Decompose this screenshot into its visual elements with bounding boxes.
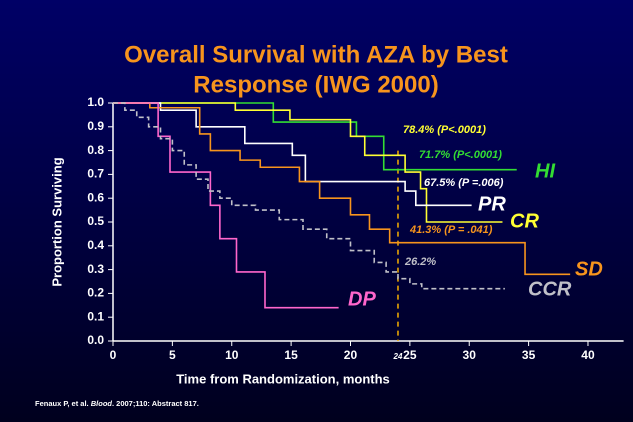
chart-title: Response (IWG 2000) [193,71,438,98]
x-tick-label: 30 [463,348,477,362]
x-tick-label: 20 [344,348,358,362]
survival-curve [113,102,503,223]
survival-curve [113,102,472,207]
curve-label: SD [575,258,603,280]
curve-label: PR [478,193,506,215]
footnote-part: Fenaux P, et al. [35,399,91,408]
curve-label: HI [535,160,555,182]
curve-label: DP [348,288,376,310]
curve-label: CCR [528,278,572,300]
y-tick-label: 0.4 [87,238,104,252]
annotation: 41.3% (P = .041) [409,224,493,236]
x-tick-label: 5 [169,348,176,362]
x-tick-label: 10 [225,348,239,362]
survival-curve [113,102,517,171]
y-tick-label: 0.1 [87,309,104,323]
x-tick-label: 25 [403,348,417,362]
y-tick-label: 0.7 [87,167,104,181]
annotation: 26.2% [404,256,436,268]
y-tick-label: 1.0 [87,95,104,109]
x-tick-label: 35 [522,348,536,362]
y-tick-label: 0.9 [87,119,104,133]
footnote-part: . 2007;110: Abstract 817. [112,399,199,408]
footnote: Fenaux P, et al. Blood. 2007;110: Abstra… [35,399,199,408]
x-axis-label: Time from Randomization, months [176,371,390,386]
survival-curve [113,102,571,276]
chart-title: Overall Survival with AZA by Best [124,41,508,68]
y-tick-label: 0.2 [87,286,104,300]
y-tick-label: 0.8 [87,143,104,157]
x-tick-label: 40 [581,348,595,362]
y-tick-label: 0.6 [87,190,104,204]
annotation: 78.4% (P<.0001) [403,124,486,136]
y-tick-label: 0.0 [87,333,104,347]
x-tick-label: 0 [110,348,117,362]
x-tick-label: 15 [284,348,298,362]
y-axis-label: Proportion Surviving [49,157,64,286]
y-tick-label: 0.3 [87,262,104,276]
annotation: 67.5% (P =.006) [424,177,504,189]
y-tick-label: 0.5 [87,214,104,228]
reference-label: 24 [393,352,403,361]
annotation: 71.7% (P<.0001) [419,149,502,161]
curve-label: CR [510,210,539,232]
survival-curve [113,102,505,290]
footnote-part: Blood [91,399,113,408]
